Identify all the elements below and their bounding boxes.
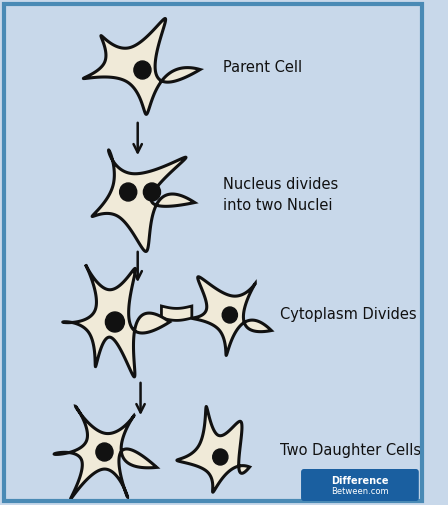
Polygon shape [54, 407, 157, 499]
Text: Nucleus divides
into two Nuclei: Nucleus divides into two Nuclei [223, 177, 338, 213]
Polygon shape [177, 407, 250, 492]
Circle shape [143, 183, 160, 201]
Circle shape [120, 183, 137, 201]
Circle shape [134, 61, 151, 79]
Polygon shape [63, 265, 170, 377]
Circle shape [222, 307, 237, 323]
Circle shape [213, 449, 228, 465]
FancyBboxPatch shape [301, 469, 419, 501]
Polygon shape [192, 277, 271, 356]
Circle shape [105, 312, 125, 332]
Polygon shape [161, 306, 192, 320]
Text: Cytoplasm Divides: Cytoplasm Divides [280, 308, 417, 323]
Text: Between.com: Between.com [331, 487, 389, 496]
Circle shape [96, 443, 113, 461]
Text: Difference: Difference [331, 476, 389, 486]
Polygon shape [83, 19, 200, 114]
Text: Two Daughter Cells: Two Daughter Cells [280, 442, 421, 458]
Polygon shape [92, 150, 195, 251]
Text: Parent Cell: Parent Cell [223, 61, 302, 76]
